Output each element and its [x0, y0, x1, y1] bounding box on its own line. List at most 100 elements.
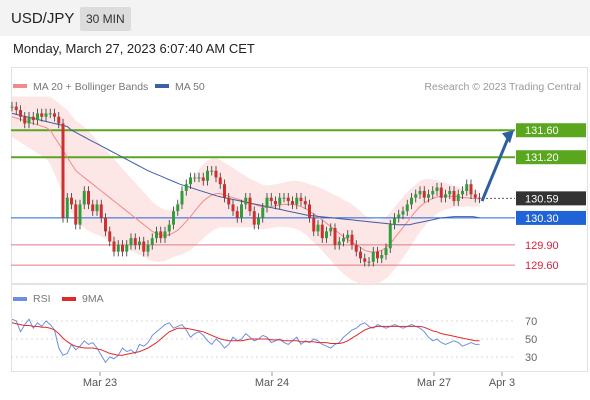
candle-body [48, 113, 52, 115]
candle-body [380, 255, 384, 259]
candle-body [129, 238, 133, 245]
candle-body [138, 241, 141, 245]
level-label-131.60: 131.60 [525, 125, 559, 137]
candle-body [146, 244, 150, 252]
bollinger-band-layer [12, 96, 480, 286]
candle-body [274, 201, 277, 205]
research-credit: Research © 2023 Trading Central [424, 81, 581, 93]
candle-body [410, 197, 413, 205]
level-tag-131.20 [516, 150, 586, 165]
candle-body [104, 217, 107, 232]
candle-body [214, 170, 218, 178]
candle-body [74, 204, 78, 225]
candle-body [469, 184, 473, 195]
candle-body [193, 177, 197, 179]
candle-body [303, 201, 307, 205]
candle-body [414, 194, 418, 198]
candle-body [180, 190, 184, 205]
candle-body [244, 197, 248, 205]
forecast-arrow-head [502, 130, 514, 144]
candle-body [112, 241, 116, 252]
candle-body [456, 194, 460, 202]
forecast-arrow-layer [480, 130, 514, 202]
currency-pair-title: USD/JPY [11, 10, 75, 27]
candle-body [252, 211, 256, 225]
level-label-129.90: 129.90 [525, 240, 559, 252]
candle-body [291, 201, 294, 205]
candle-body [422, 190, 426, 198]
candle-body [95, 204, 99, 212]
candle-body [184, 184, 188, 191]
candle-body [150, 238, 154, 245]
candle-body [240, 204, 243, 218]
candle-body [342, 238, 345, 242]
candle-body [312, 217, 316, 232]
candle-body [397, 214, 401, 218]
candle-body [231, 204, 235, 212]
ma50-legend-swatch [155, 84, 169, 88]
candle-body [308, 204, 311, 218]
rsi-line [11, 318, 480, 364]
current-price-label: 130.59 [525, 193, 559, 205]
rsi-tick-70: 70 [525, 316, 537, 328]
candle-body [435, 187, 439, 191]
candle-body [282, 197, 286, 199]
rsi-legend-label: RSI [33, 293, 51, 305]
candle-body [206, 170, 209, 181]
candle-body [44, 113, 48, 117]
candle-body [316, 224, 320, 232]
rsi-layer: 70 50 30 [11, 316, 537, 364]
price-panel-frame [11, 67, 588, 284]
candle-body [350, 234, 354, 245]
candle-body [82, 190, 86, 205]
timeframe-button[interactable]: 30 MIN [80, 7, 131, 31]
current-price-tag [516, 191, 586, 206]
candle-body [473, 194, 477, 198]
level-tag-131.60 [516, 123, 586, 138]
rsi-tick-50: 50 [525, 334, 537, 346]
candle-body [325, 231, 328, 239]
ma9-legend-swatch [62, 297, 76, 301]
level-label-130.30: 130.30 [525, 213, 559, 225]
candle-body [201, 177, 205, 181]
candle-body [99, 204, 103, 218]
candle-body [320, 224, 324, 239]
ma50-legend-label: MA 50 [175, 81, 205, 93]
candle-body [159, 231, 163, 239]
candle-body [53, 113, 56, 117]
candle-body [19, 110, 22, 117]
candle-body [40, 113, 44, 117]
ma20-legend-swatch [13, 84, 27, 88]
level-label-131.20: 131.20 [525, 152, 559, 164]
candle-body [172, 211, 175, 225]
candle-body [299, 197, 303, 202]
candle-body [61, 123, 65, 218]
candle-body [286, 197, 290, 202]
candle-body [346, 234, 350, 239]
candle-body [189, 177, 192, 185]
chart-datetime: Monday, March 27, 2023 6:07:40 AM CET [13, 41, 255, 56]
time-tick-label: Apr 3 [489, 377, 515, 389]
rsi-tick-30: 30 [525, 352, 537, 364]
candle-body [278, 197, 282, 205]
candle-body [78, 204, 82, 225]
rsi-panel-frame [11, 284, 588, 372]
time-tick-label: Mar 24 [255, 377, 289, 389]
ma9-legend-label: 9MA [82, 293, 104, 305]
candle-body [142, 241, 146, 252]
candle-body [57, 116, 61, 124]
candle-body [167, 224, 171, 232]
candle-body [65, 197, 69, 218]
candle-body [210, 170, 214, 172]
candle-body [452, 190, 456, 202]
candle-body [155, 231, 158, 239]
candle-body [337, 241, 341, 245]
candle-body [133, 238, 137, 245]
candle-body [31, 116, 35, 121]
candle-body [125, 244, 129, 252]
candle-body [227, 197, 231, 205]
candle-body [384, 248, 388, 256]
candle-body [10, 106, 14, 108]
candle-body [405, 204, 409, 212]
